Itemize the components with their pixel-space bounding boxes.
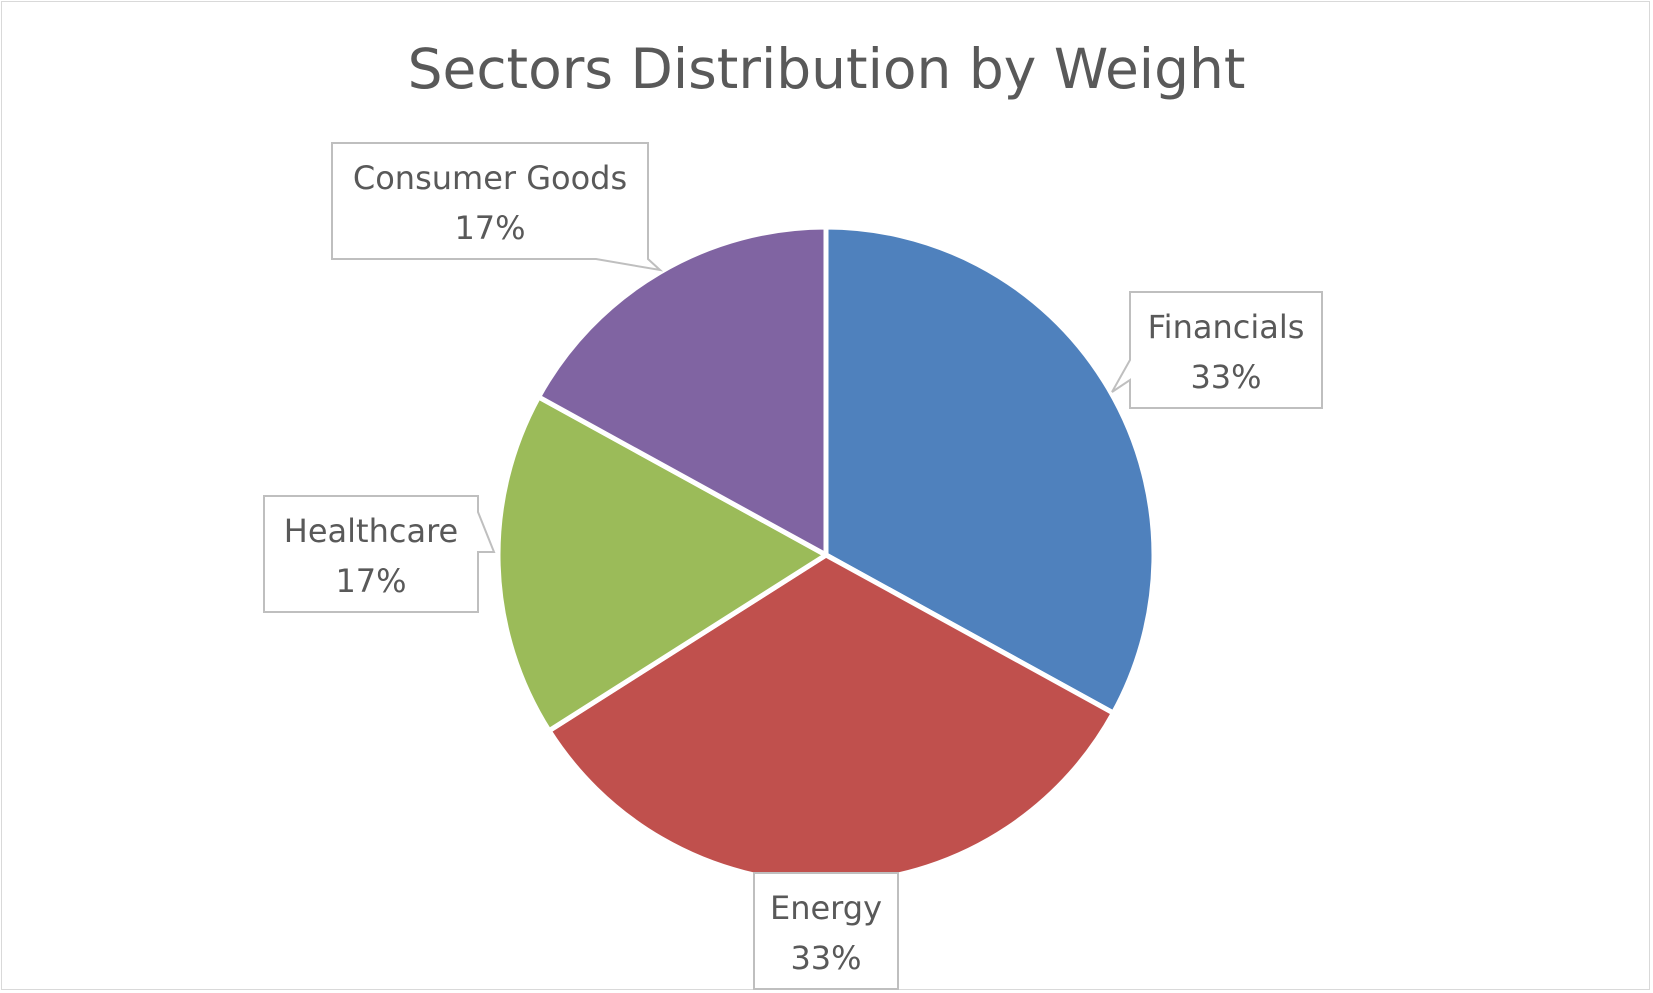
- data-label-box: [263, 495, 496, 613]
- data-label-category: Financials: [1148, 308, 1305, 346]
- data-label-energy: Energy 33%: [753, 872, 899, 990]
- data-label-percentage: 17%: [335, 562, 406, 600]
- pie-slice-financials: [823, 224, 1157, 716]
- data-label-category: Consumer Goods: [353, 159, 627, 197]
- data-label-box: [331, 142, 664, 272]
- data-label-percentage: 33%: [790, 939, 861, 977]
- data-label-percentage: 17%: [454, 209, 525, 247]
- pie-slices: [495, 224, 1157, 886]
- data-label-healthcare: Healthcare 17%: [263, 495, 496, 613]
- data-label-financials: Financials 33%: [1111, 291, 1323, 409]
- chart-title: Sectors Distribution by Weight: [407, 37, 1246, 101]
- data-label-category: Healthcare: [284, 512, 458, 550]
- data-label-consumer-goods: Consumer Goods 17%: [331, 142, 664, 272]
- data-label-box: [1111, 291, 1323, 409]
- pie-slice-consumer-goods: [536, 224, 829, 558]
- data-labels: Financials33%Energy33%Healthcare17%Consu…: [263, 142, 1323, 990]
- data-label-percentage: 33%: [1190, 358, 1261, 396]
- data-label-category: Energy: [770, 889, 882, 927]
- pie-slice-healthcare: [495, 394, 829, 734]
- data-label-box: [753, 872, 899, 990]
